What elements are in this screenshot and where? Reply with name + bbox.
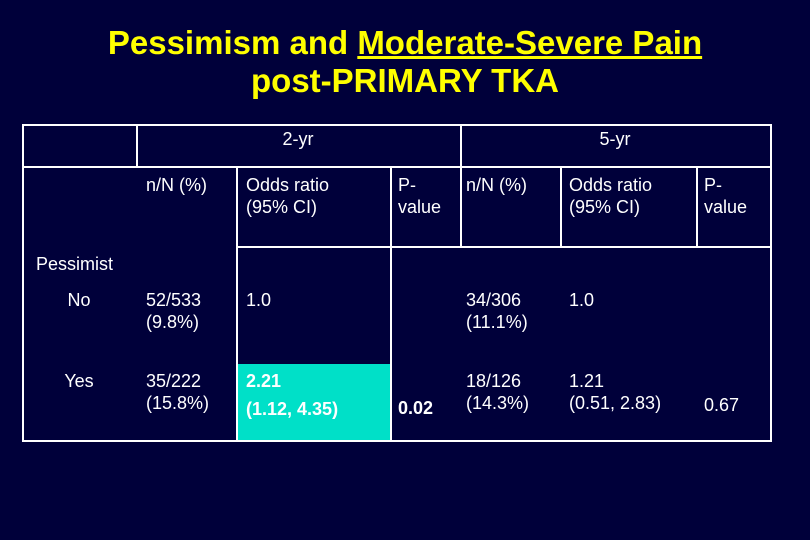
header-5yr: 5-yr [599, 129, 631, 149]
table-line [22, 124, 24, 442]
row-label-no: No [67, 290, 91, 310]
table-line [22, 166, 772, 168]
table-line [22, 166, 24, 248]
subheader-nN-2yr: n/N (%) [146, 175, 208, 195]
table-line [696, 166, 698, 248]
slide-title: Pessimism and Moderate-Severe Pain post-… [0, 24, 810, 100]
cell-yes-nN-5yr: 18/126 (14.3%) [466, 371, 530, 413]
title-line-1: Pessimism and Moderate-Severe Pain [0, 24, 810, 62]
table-line [236, 166, 238, 442]
cell-no-nN-2yr: 52/533 (9.8%) [146, 290, 202, 332]
header-2yr: 2-yr [282, 129, 314, 149]
cell-no-or-2yr: 1.0 [246, 290, 272, 310]
table-line [22, 124, 772, 126]
title-line-2: post-PRIMARY TKA [251, 62, 559, 99]
cell-yes-or-2yr-line1: 2.21 [246, 371, 282, 391]
cell-no-nN-5yr: 34/306 (11.1%) [466, 290, 528, 332]
table-line [136, 124, 138, 168]
title-part-1: Pessimism and [107, 24, 358, 61]
subheader-or-2yr: Odds ratio (95% CI) [246, 175, 330, 217]
subheader-or-5yr: Odds ratio (95% CI) [569, 175, 653, 217]
table-line [460, 166, 462, 248]
cell-yes-nN-2yr: 35/222 (15.8%) [146, 371, 210, 413]
row-group-label: Pessimist [36, 254, 114, 274]
cell-yes-p-2yr: 0.02 [398, 398, 434, 418]
title-underlined-part: Moderate-Severe Pain [357, 24, 703, 61]
cell-yes-or-2yr-line2: (1.12, 4.35) [246, 399, 339, 419]
table-line [460, 124, 462, 168]
subheader-nN-5yr: n/N (%) [466, 175, 528, 195]
cell-no-or-5yr: 1.0 [569, 290, 595, 310]
table-line [22, 440, 772, 442]
subheader-p-5yr: P- value [704, 175, 748, 217]
row-label-yes: Yes [64, 371, 94, 391]
subheader-p-2yr: P- value [398, 175, 442, 217]
table-line [770, 124, 772, 442]
highlight-cell [236, 364, 391, 440]
cell-yes-p-5yr: 0.67 [704, 395, 740, 415]
table-line [236, 246, 772, 248]
table-line [390, 166, 392, 442]
table-line [560, 166, 562, 248]
cell-yes-or-5yr: 1.21 (0.51, 2.83) [569, 371, 662, 413]
